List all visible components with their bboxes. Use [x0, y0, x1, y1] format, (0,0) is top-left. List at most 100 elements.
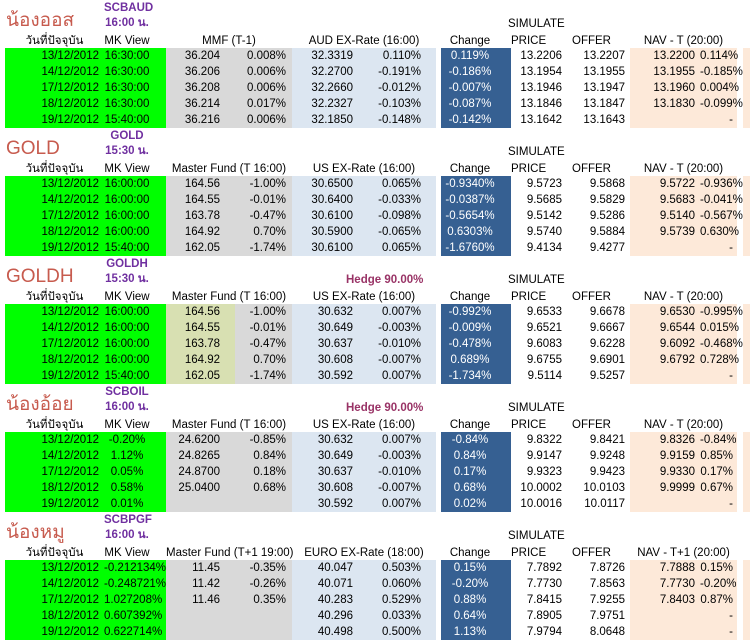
cell-date[interactable]: 13/12/2012 — [5, 304, 104, 320]
cell-offer[interactable]: 7.8563 — [589, 578, 625, 590]
cell-nav-change[interactable]: -0.84% — [700, 432, 737, 448]
cell-nav-change[interactable]: 0.015% — [700, 320, 740, 336]
cell-exrate-value[interactable]: 40.498 — [292, 624, 365, 640]
cell-offer[interactable]: 9.9423 — [589, 466, 625, 478]
cell-simulate-price[interactable]: 7.7892 — [526, 562, 562, 574]
cell-change[interactable]: -0.20% — [441, 576, 511, 592]
cell-exrate-change[interactable]: 0.007% — [365, 304, 436, 320]
cell-change[interactable]: -0.992% — [441, 304, 511, 320]
cell-exrate-change[interactable]: 0.065% — [365, 176, 436, 192]
cell-simulate-price[interactable]: 9.9147 — [526, 450, 562, 462]
cell-mk-view[interactable]: 0.622714% — [104, 624, 166, 640]
cell-nav-value[interactable]: 9.8326 — [630, 432, 700, 448]
cell-exrate-change[interactable]: -0.007% — [365, 352, 436, 368]
cell-date[interactable]: 14/12/2012 — [5, 448, 104, 464]
cell-offer[interactable]: 10.0103 — [583, 482, 625, 494]
cell-fund-value[interactable]: 162.05 — [166, 240, 235, 256]
cell-date[interactable]: 14/12/2012 — [5, 576, 104, 592]
cell-simulate-price[interactable]: 13.2206 — [520, 50, 562, 62]
cell-fund-change[interactable]: -1.00% — [235, 176, 292, 192]
cell-change[interactable]: -0.007% — [441, 80, 511, 96]
cell-simulate-price[interactable]: 9.6521 — [526, 322, 562, 334]
cell-offer[interactable]: 9.5868 — [589, 178, 625, 190]
cell-fund-value[interactable]: 11.46 — [166, 592, 235, 608]
cell-fund-value[interactable]: 36.208 — [166, 80, 235, 96]
cell-exrate-change[interactable]: 0.503% — [365, 560, 436, 576]
cell-fund-change[interactable]: 0.006% — [235, 64, 292, 80]
cell-exrate-change[interactable]: 0.007% — [365, 432, 436, 448]
cell-nav-change[interactable]: -0.20% — [700, 576, 737, 592]
cell-exrate-value[interactable]: 30.6400 — [292, 192, 365, 208]
cell-mk-view[interactable]: 0.05% — [104, 464, 166, 480]
cell-mk-view[interactable]: 1.027208% — [104, 592, 166, 608]
cell-date[interactable]: 14/12/2012 — [5, 64, 104, 80]
cell-exrate-change[interactable]: 0.110% — [365, 48, 436, 64]
cell-exrate-value[interactable]: 32.1850 — [292, 112, 365, 128]
cell-fund-change[interactable]: 0.70% — [235, 224, 292, 240]
cell-change[interactable]: 0.17% — [441, 464, 511, 480]
cell-mk-view[interactable]: 16:30:00 — [104, 48, 166, 64]
cell-nav-value[interactable]: 9.6544 — [630, 320, 700, 336]
cell-change[interactable]: 0.15% — [441, 560, 511, 576]
cell-nav-value[interactable] — [630, 608, 700, 624]
cell-exrate-change[interactable]: -0.010% — [365, 336, 436, 352]
cell-nav-value[interactable] — [630, 368, 700, 384]
cell-mk-view[interactable]: -0.20% — [104, 432, 166, 448]
cell-fund-value[interactable]: 36.204 — [166, 48, 235, 64]
cell-nav-change[interactable]: 0.728% — [700, 352, 740, 368]
cell-nav-change[interactable]: 0.630% — [700, 224, 740, 240]
cell-fund-value[interactable] — [166, 608, 235, 624]
cell-date[interactable]: 13/12/2012 — [5, 176, 104, 192]
cell-simulate-price[interactable]: 7.8415 — [526, 594, 562, 606]
cell-offer[interactable]: 9.8421 — [589, 434, 625, 446]
cell-mk-view[interactable]: 16:30:00 — [104, 96, 166, 112]
cell-date[interactable]: 17/12/2012 — [5, 464, 104, 480]
cell-date[interactable]: 19/12/2012 — [5, 624, 104, 640]
cell-fund-change[interactable]: 0.35% — [235, 592, 292, 608]
cell-simulate-price[interactable]: 13.1946 — [520, 82, 562, 94]
cell-exrate-change[interactable]: -0.012% — [365, 80, 436, 96]
cell-simulate-price[interactable]: 13.1846 — [520, 98, 562, 110]
cell-simulate-price[interactable]: 9.6755 — [526, 354, 562, 366]
cell-change[interactable]: -0.478% — [441, 336, 511, 352]
cell-exrate-value[interactable]: 30.608 — [292, 480, 365, 496]
cell-date[interactable]: 14/12/2012 — [5, 192, 104, 208]
cell-offer[interactable]: 9.9248 — [589, 450, 625, 462]
cell-offer[interactable]: 13.1643 — [583, 114, 625, 126]
cell-simulate-price[interactable]: 9.6533 — [526, 306, 562, 318]
cell-date[interactable]: 18/12/2012 — [5, 608, 104, 624]
cell-change[interactable]: -1.6760% — [441, 240, 511, 256]
cell-mk-view[interactable]: 15:40:00 — [104, 368, 166, 384]
cell-fund-change[interactable]: 0.006% — [235, 80, 292, 96]
cell-mk-view[interactable]: 16:00:00 — [104, 208, 166, 224]
cell-fund-change[interactable] — [235, 496, 292, 512]
cell-date[interactable]: 14/12/2012 — [5, 320, 104, 336]
cell-change[interactable]: -0.0387% — [441, 192, 511, 208]
cell-offer[interactable]: 9.6901 — [589, 354, 625, 366]
cell-fund-change[interactable]: 0.008% — [235, 48, 292, 64]
cell-offer[interactable]: 9.5829 — [589, 194, 625, 206]
cell-fund-value[interactable]: 163.78 — [166, 336, 235, 352]
cell-offer[interactable]: 9.4277 — [589, 242, 625, 254]
cell-exrate-change[interactable]: -0.003% — [365, 448, 436, 464]
cell-simulate-price[interactable]: 13.1954 — [520, 66, 562, 78]
cell-exrate-value[interactable]: 32.2327 — [292, 96, 365, 112]
cell-fund-change[interactable]: -1.00% — [235, 304, 292, 320]
cell-simulate-price[interactable]: 9.6083 — [526, 338, 562, 350]
cell-exrate-change[interactable]: -0.007% — [365, 480, 436, 496]
cell-fund-value[interactable]: 24.8265 — [166, 448, 235, 464]
cell-simulate-price[interactable]: 13.1642 — [520, 114, 562, 126]
cell-nav-value[interactable]: 9.6092 — [630, 336, 700, 352]
cell-nav-value[interactable]: 9.9159 — [630, 448, 700, 464]
cell-change[interactable]: 0.88% — [441, 592, 511, 608]
cell-change[interactable]: 0.64% — [441, 608, 511, 624]
cell-fund-value[interactable]: 11.42 — [166, 576, 235, 592]
cell-nav-value[interactable]: 9.6530 — [630, 304, 700, 320]
cell-date[interactable]: 19/12/2012 — [5, 496, 104, 512]
cell-nav-change[interactable]: - — [700, 624, 737, 640]
cell-change[interactable]: 0.02% — [441, 496, 511, 512]
cell-offer[interactable]: 9.5257 — [589, 370, 625, 382]
cell-nav-change[interactable]: 0.17% — [700, 464, 737, 480]
cell-nav-change[interactable]: -0.936% — [700, 176, 743, 192]
cell-nav-change[interactable]: - — [700, 240, 737, 256]
